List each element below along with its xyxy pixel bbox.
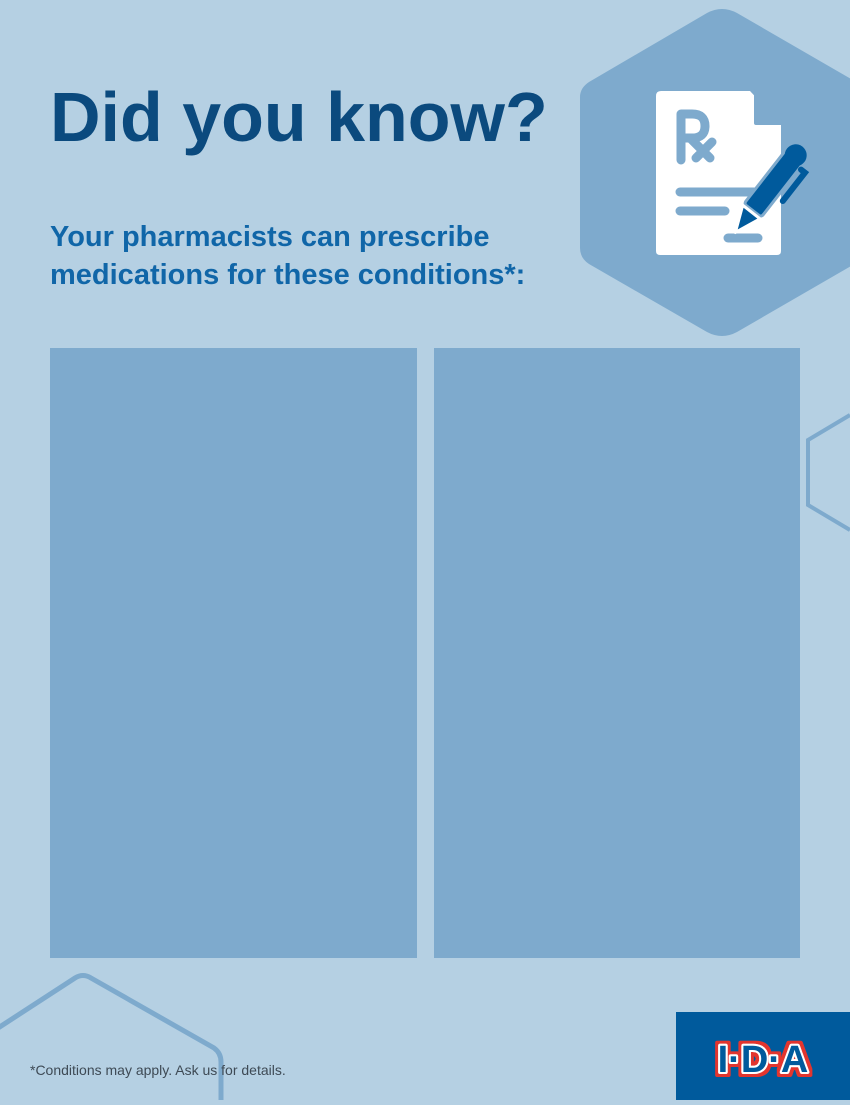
ida-logo-mark: I·D·A <box>716 1037 811 1083</box>
ida-logo: I·D·A <box>676 1012 850 1100</box>
footnote: *Conditions may apply. Ask us for detail… <box>30 1062 286 1078</box>
ida-logo-text: I·D·A <box>718 1039 809 1081</box>
page-subtitle: Your pharmacists can prescribe medicatio… <box>50 221 526 291</box>
right-conditions-panel <box>434 348 800 958</box>
page-title: Did you know? <box>50 78 548 156</box>
hexagon-outline-bottom-left <box>0 973 224 1100</box>
hexagon-outline-right <box>806 413 850 532</box>
prescription-document-pen-icon <box>656 89 810 255</box>
left-conditions-panel <box>50 348 417 958</box>
